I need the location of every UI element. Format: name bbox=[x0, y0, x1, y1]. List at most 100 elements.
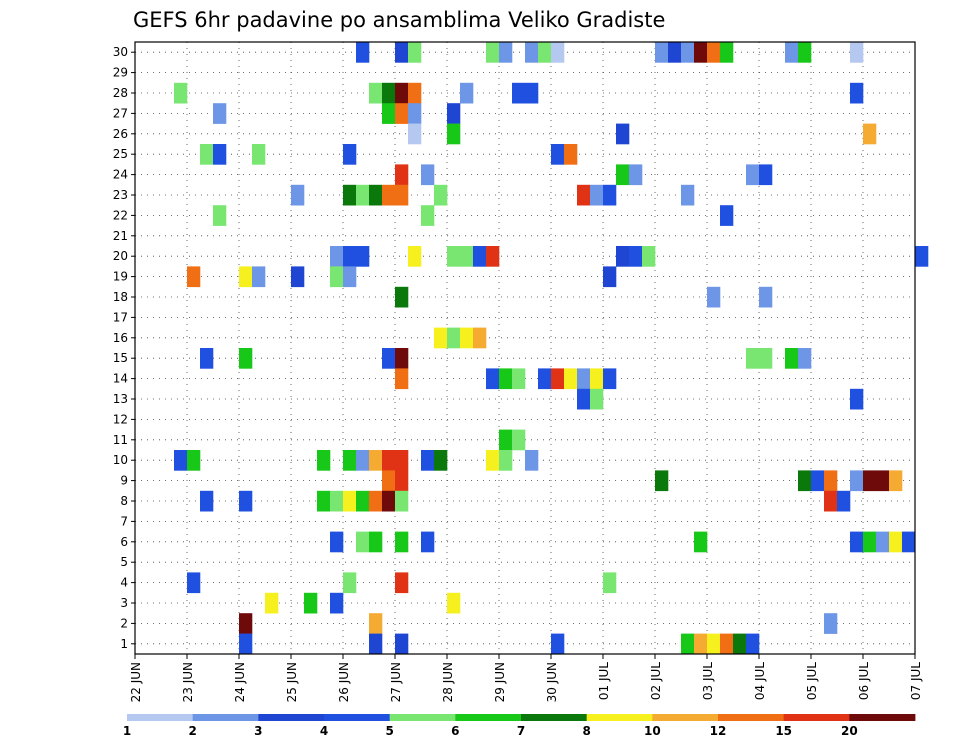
heatmap-cell bbox=[551, 144, 565, 165]
heatmap-cell bbox=[187, 266, 201, 288]
heatmap-cell bbox=[395, 103, 409, 124]
heatmap-cell bbox=[356, 184, 370, 206]
colorbar-label: 20 bbox=[841, 724, 858, 738]
heatmap-cell bbox=[369, 633, 383, 655]
x-tick-label: 27 JUN bbox=[389, 662, 403, 702]
heatmap-cell bbox=[785, 42, 799, 63]
heatmap-cell bbox=[473, 246, 487, 267]
heatmap-cell bbox=[668, 42, 682, 63]
heatmap-cell bbox=[395, 286, 409, 308]
y-tick-label: 25 bbox=[113, 147, 128, 161]
heatmap-cell bbox=[200, 490, 214, 512]
heatmap-cell bbox=[213, 103, 227, 124]
heatmap-cell bbox=[564, 368, 578, 390]
heatmap-cell bbox=[798, 470, 812, 492]
heatmap-cell bbox=[343, 450, 357, 471]
colorbar-swatch bbox=[652, 714, 719, 721]
heatmap-cell bbox=[395, 164, 409, 186]
heatmap-cell bbox=[395, 450, 409, 471]
x-tick-label: 24 JUN bbox=[233, 662, 247, 702]
heatmap-cell bbox=[603, 572, 617, 594]
colorbar-label: 15 bbox=[775, 724, 792, 738]
heatmap-cell bbox=[395, 572, 409, 594]
colorbar-label: 12 bbox=[710, 724, 727, 738]
heatmap-cell bbox=[239, 490, 253, 512]
heatmap-cell bbox=[616, 164, 630, 186]
heatmap-cell bbox=[733, 633, 747, 655]
heatmap-cell bbox=[499, 450, 513, 471]
y-tick-label: 14 bbox=[113, 372, 128, 386]
heatmap-cell bbox=[382, 470, 396, 492]
colorbar-label: 3 bbox=[254, 724, 262, 738]
heatmap-cell bbox=[382, 348, 396, 369]
heatmap-cell bbox=[681, 42, 695, 63]
heatmap-cell bbox=[447, 123, 461, 145]
colorbar-swatch bbox=[127, 714, 194, 721]
heatmap-cell bbox=[356, 450, 370, 471]
heatmap-cell bbox=[850, 82, 864, 104]
heatmap-cells bbox=[174, 42, 929, 655]
x-tick-label: 01 JUL bbox=[597, 662, 611, 700]
heatmap-cell bbox=[382, 82, 396, 104]
heatmap-cell bbox=[876, 531, 890, 553]
heatmap-cell bbox=[343, 490, 357, 512]
y-tick-label: 24 bbox=[113, 168, 128, 182]
heatmap-cell bbox=[252, 266, 266, 288]
heatmap-cell bbox=[187, 450, 201, 471]
y-tick-label: 15 bbox=[113, 351, 128, 365]
heatmap-cell bbox=[681, 633, 695, 655]
x-tick-label: 28 JUN bbox=[441, 662, 455, 702]
heatmap-cell bbox=[200, 348, 214, 369]
heatmap-cell bbox=[538, 368, 552, 390]
y-tick-label: 12 bbox=[113, 412, 128, 426]
heatmap-cell bbox=[356, 42, 370, 63]
colorbar-label: 6 bbox=[451, 724, 459, 738]
colorbar: 1 2 3 4 5 6 7 8 10 12 15 20 bbox=[123, 714, 916, 738]
heatmap-cell bbox=[720, 633, 734, 655]
colorbar-label: 5 bbox=[385, 724, 393, 738]
colorbar-swatch bbox=[718, 714, 785, 721]
heatmap-cell bbox=[174, 450, 188, 471]
heatmap-cell bbox=[577, 184, 591, 206]
colorbar-swatch bbox=[389, 714, 456, 721]
y-tick-label: 23 bbox=[113, 188, 128, 202]
heatmap-cell bbox=[759, 348, 773, 369]
heatmap-cell bbox=[330, 592, 344, 614]
heatmap-cell bbox=[395, 348, 409, 369]
heatmap-cell bbox=[369, 531, 383, 553]
heatmap-cell bbox=[525, 450, 539, 471]
y-tick-label: 9 bbox=[120, 474, 128, 488]
heatmap-cell bbox=[395, 82, 409, 104]
heatmap-cell bbox=[343, 572, 357, 594]
heatmap-cell bbox=[395, 368, 409, 390]
colorbar-swatch bbox=[586, 714, 653, 721]
y-tick-label: 19 bbox=[113, 270, 128, 284]
heatmap-cell bbox=[603, 368, 617, 390]
heatmap-cell bbox=[512, 368, 526, 390]
y-tick-label: 29 bbox=[113, 66, 128, 80]
heatmap-cell bbox=[850, 388, 864, 410]
heatmap-cell bbox=[681, 184, 695, 206]
heatmap-cell bbox=[551, 633, 565, 655]
y-tick-label: 26 bbox=[113, 127, 128, 141]
heatmap-cell bbox=[850, 42, 864, 63]
y-tick-label: 7 bbox=[120, 514, 128, 528]
heatmap-cell bbox=[330, 246, 344, 267]
heatmap-cell bbox=[317, 450, 331, 471]
heatmap-cell bbox=[551, 42, 565, 63]
heatmap-cell bbox=[590, 388, 604, 410]
heatmap-cell bbox=[356, 246, 370, 267]
heatmap-cell bbox=[798, 42, 812, 63]
heatmap-cell bbox=[447, 592, 461, 614]
heatmap-cell bbox=[330, 531, 344, 553]
y-tick-label: 2 bbox=[120, 616, 128, 630]
heatmap-cell bbox=[603, 266, 617, 288]
x-tick-label: 03 JUL bbox=[701, 662, 715, 700]
heatmap-cell bbox=[499, 429, 513, 451]
heatmap-cell bbox=[343, 266, 357, 288]
heatmap-cell bbox=[889, 531, 903, 553]
y-tick-label: 18 bbox=[113, 290, 128, 304]
heatmap-cell bbox=[434, 184, 448, 206]
heatmap-cell bbox=[291, 266, 305, 288]
x-tick-label: 26 JUN bbox=[337, 662, 351, 702]
